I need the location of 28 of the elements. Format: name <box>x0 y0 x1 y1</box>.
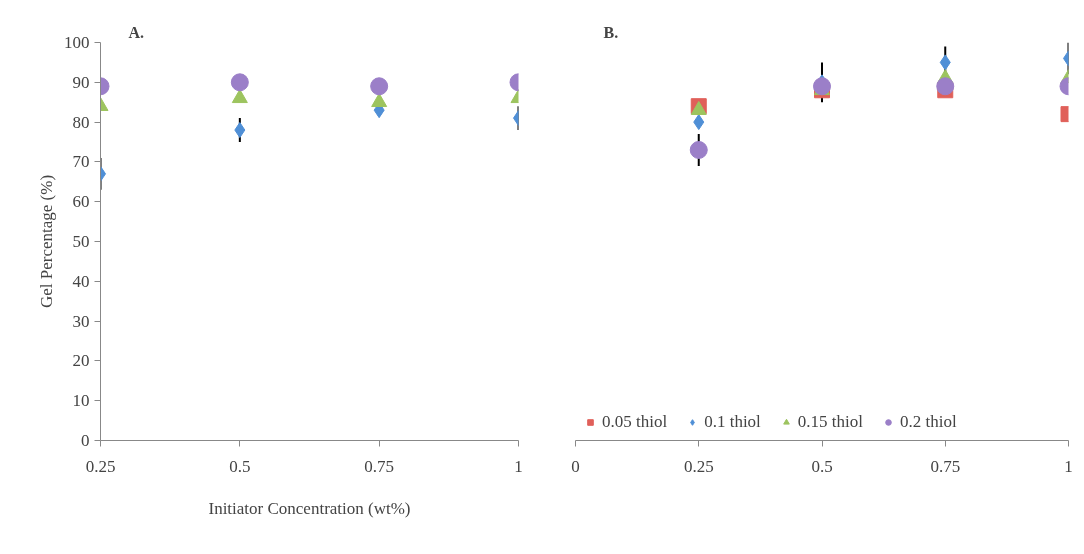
y-tick-label: 10 <box>72 391 90 411</box>
y-tick-label: 50 <box>72 232 90 251</box>
x-tick-label: 0.25 <box>85 456 116 476</box>
y-tick-label: 90 <box>72 72 90 92</box>
y-tick-label: 20 <box>72 351 90 371</box>
x-tick-label: 0 <box>571 456 580 476</box>
y-tick-label: 80 <box>72 112 90 132</box>
x-tick-label: 1 <box>514 456 523 476</box>
y-axis-title: Gel Percentage (%) <box>37 174 56 309</box>
legend-label: 0.15 thiol <box>797 412 864 432</box>
x-tick-label: 0.25 <box>683 456 714 476</box>
x-tick-label: 0.75 <box>930 456 961 476</box>
chart-title: A. <box>128 23 145 41</box>
x-tick-label: 1 <box>1064 456 1073 476</box>
legend-label: 0.1 thiol <box>704 412 761 432</box>
y-tick-label: 30 <box>72 311 90 331</box>
y-tick-label: 70 <box>72 152 90 172</box>
x-tick-label: 0.5 <box>229 456 251 476</box>
y-tick-label: 40 <box>72 271 90 291</box>
legend-label: 0.05 thiol <box>602 412 668 432</box>
x-axis-title: Initiator Concentration (wt%) <box>208 498 411 518</box>
x-tick-label: 0.75 <box>364 456 395 476</box>
y-tick-label: 0 <box>81 431 90 450</box>
legend-label: 0.2 thiol <box>900 412 957 432</box>
y-tick-label: 100 <box>64 33 90 52</box>
y-tick-label: 60 <box>72 192 90 212</box>
x-tick-label: 0.5 <box>811 456 833 476</box>
chart-title: B. <box>603 23 619 41</box>
